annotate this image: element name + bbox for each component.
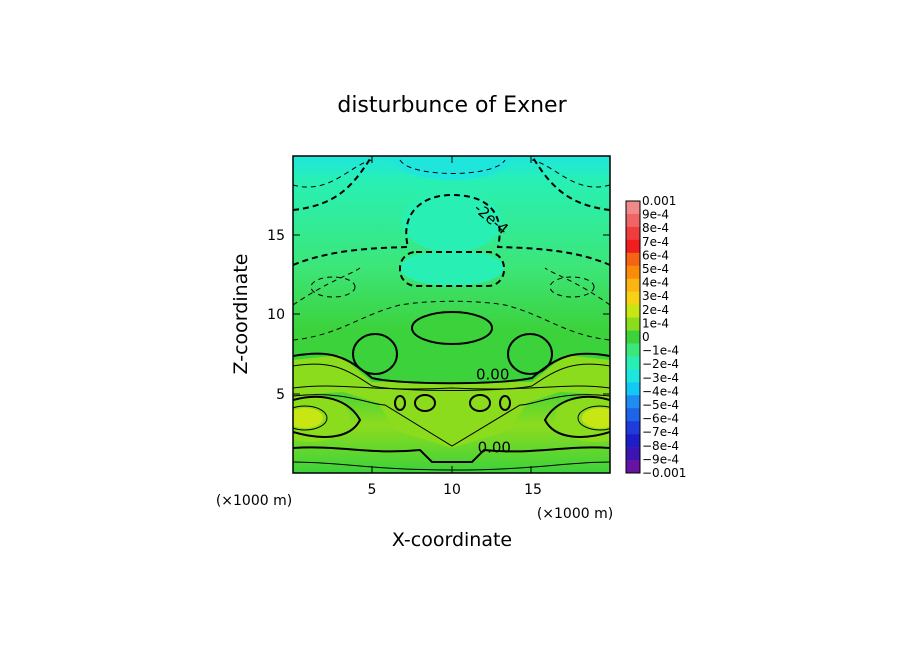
colorbar-label: −4e-4 bbox=[642, 384, 679, 398]
colorbar-swatch bbox=[626, 382, 640, 396]
colorbar-label: 7e-4 bbox=[642, 235, 669, 249]
colorbar-swatch bbox=[626, 434, 640, 448]
y-axis-title: Z-coordinate bbox=[230, 254, 252, 375]
colorbar-label: 3e-4 bbox=[642, 289, 669, 303]
colorbar: 0.0019e-48e-47e-46e-45e-44e-43e-42e-41e-… bbox=[625, 194, 686, 480]
colorbar-swatch bbox=[626, 369, 640, 383]
colorbar-label: 4e-4 bbox=[642, 276, 669, 290]
colorbar-label: 0.001 bbox=[642, 194, 676, 208]
x-axis bbox=[371, 156, 532, 473]
colorbar-swatch bbox=[626, 278, 640, 292]
y-axis bbox=[293, 234, 610, 395]
colorbar-label: 9e-4 bbox=[642, 208, 669, 222]
colorbar-swatch bbox=[626, 239, 640, 254]
colorbar-label: −0.001 bbox=[642, 466, 686, 480]
colorbar-swatch bbox=[626, 421, 640, 435]
colorbar-swatch bbox=[626, 330, 640, 344]
colorbar-swatch bbox=[626, 265, 640, 280]
colorbar-swatch bbox=[626, 304, 640, 318]
colorbar-swatch bbox=[626, 356, 640, 370]
x-axis-title: X-coordinate bbox=[392, 529, 512, 551]
colorbar-swatch bbox=[626, 201, 640, 215]
colorbar-swatch bbox=[626, 395, 640, 409]
colorbar-swatch bbox=[626, 447, 640, 461]
x-tick-label: 10 bbox=[443, 482, 461, 498]
x-unit-label: (×1000 m) bbox=[537, 506, 613, 522]
colorbar-swatch bbox=[626, 226, 640, 241]
colorbar-swatch bbox=[626, 343, 640, 357]
colorbar-label: 2e-4 bbox=[642, 303, 669, 317]
colorbar-swatch bbox=[626, 252, 640, 267]
chart-title: disturbunce of Exner bbox=[337, 93, 567, 118]
colorbar-label: 6e-4 bbox=[642, 248, 669, 262]
colorbar-label: −6e-4 bbox=[642, 412, 679, 426]
colorbar-swatch bbox=[626, 291, 640, 305]
colorbar-swatch bbox=[626, 317, 640, 331]
y-tick-label: 10 bbox=[267, 307, 285, 323]
colorbar-label: 1e-4 bbox=[642, 316, 669, 330]
colorbar-label: −1e-4 bbox=[642, 344, 679, 358]
colorbar-label: 0 bbox=[642, 330, 650, 344]
colorbar-swatch bbox=[626, 460, 640, 474]
colorbar-label: −3e-4 bbox=[642, 371, 679, 385]
colorbar-label: 5e-4 bbox=[642, 262, 669, 276]
y-tick-label: 5 bbox=[276, 387, 285, 403]
colorbar-frame bbox=[625, 200, 641, 474]
contour-label: 0.00 bbox=[476, 365, 509, 383]
contour-label: 0.00 bbox=[478, 438, 511, 456]
colorbar-label: −2e-4 bbox=[642, 357, 679, 371]
contour-field bbox=[293, 156, 610, 473]
colorbar-label: −7e-4 bbox=[642, 425, 679, 439]
contour-lines bbox=[293, 156, 610, 471]
colorbar-label: −5e-4 bbox=[642, 398, 679, 412]
colorbar-label: −8e-4 bbox=[642, 439, 679, 453]
colorbar-swatch bbox=[626, 213, 640, 228]
z-unit-label: (×1000 m) bbox=[216, 493, 292, 509]
colorbar-label: −9e-4 bbox=[642, 452, 679, 466]
x-tick-label: 5 bbox=[368, 482, 377, 498]
colorbar-swatch bbox=[626, 408, 640, 422]
x-tick-label: 15 bbox=[524, 482, 542, 498]
y-tick-label: 15 bbox=[267, 228, 285, 244]
colorbar-label: 8e-4 bbox=[642, 221, 669, 235]
